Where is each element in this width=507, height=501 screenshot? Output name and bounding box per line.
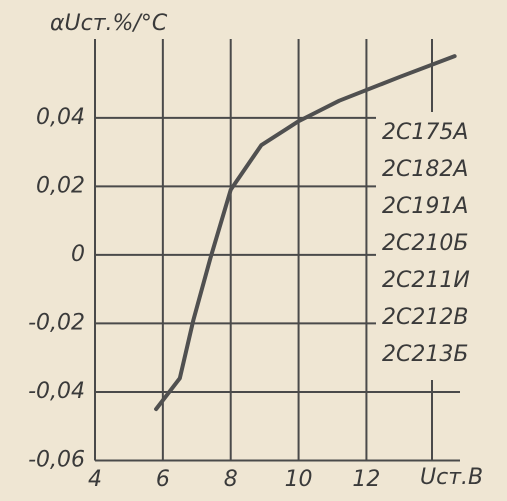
annotation: 2С213Б bbox=[382, 342, 468, 367]
x-tick-label: 12 bbox=[352, 467, 380, 492]
y-tick-label: 0,02 bbox=[36, 173, 85, 198]
annotation-box bbox=[376, 112, 468, 380]
y-tick-label: -0,02 bbox=[28, 310, 85, 335]
x-tick-label: 8 bbox=[224, 467, 238, 492]
annotation: 2С211И bbox=[382, 268, 470, 293]
chart-title: αUст.%/°C bbox=[50, 11, 168, 36]
x-tick-label: 6 bbox=[156, 467, 170, 492]
annotation: 2С182А bbox=[382, 157, 468, 182]
y-tick-label: 0 bbox=[71, 242, 85, 267]
annotation: 2С212В bbox=[382, 305, 468, 330]
annotation: 2С210Б bbox=[382, 231, 468, 256]
annotation: 2С175А bbox=[382, 120, 468, 145]
annotation: 2С191А bbox=[382, 194, 468, 219]
line-series bbox=[154, 54, 457, 412]
y-tick-label: -0,04 bbox=[28, 379, 85, 404]
x-tick-label: 10 bbox=[285, 467, 313, 492]
y-tick-label: 0,04 bbox=[36, 105, 85, 130]
x-axis-label: Uст.В bbox=[420, 465, 483, 490]
x-tick-label: 4 bbox=[88, 467, 102, 492]
y-tick-label: -0,06 bbox=[28, 448, 85, 473]
